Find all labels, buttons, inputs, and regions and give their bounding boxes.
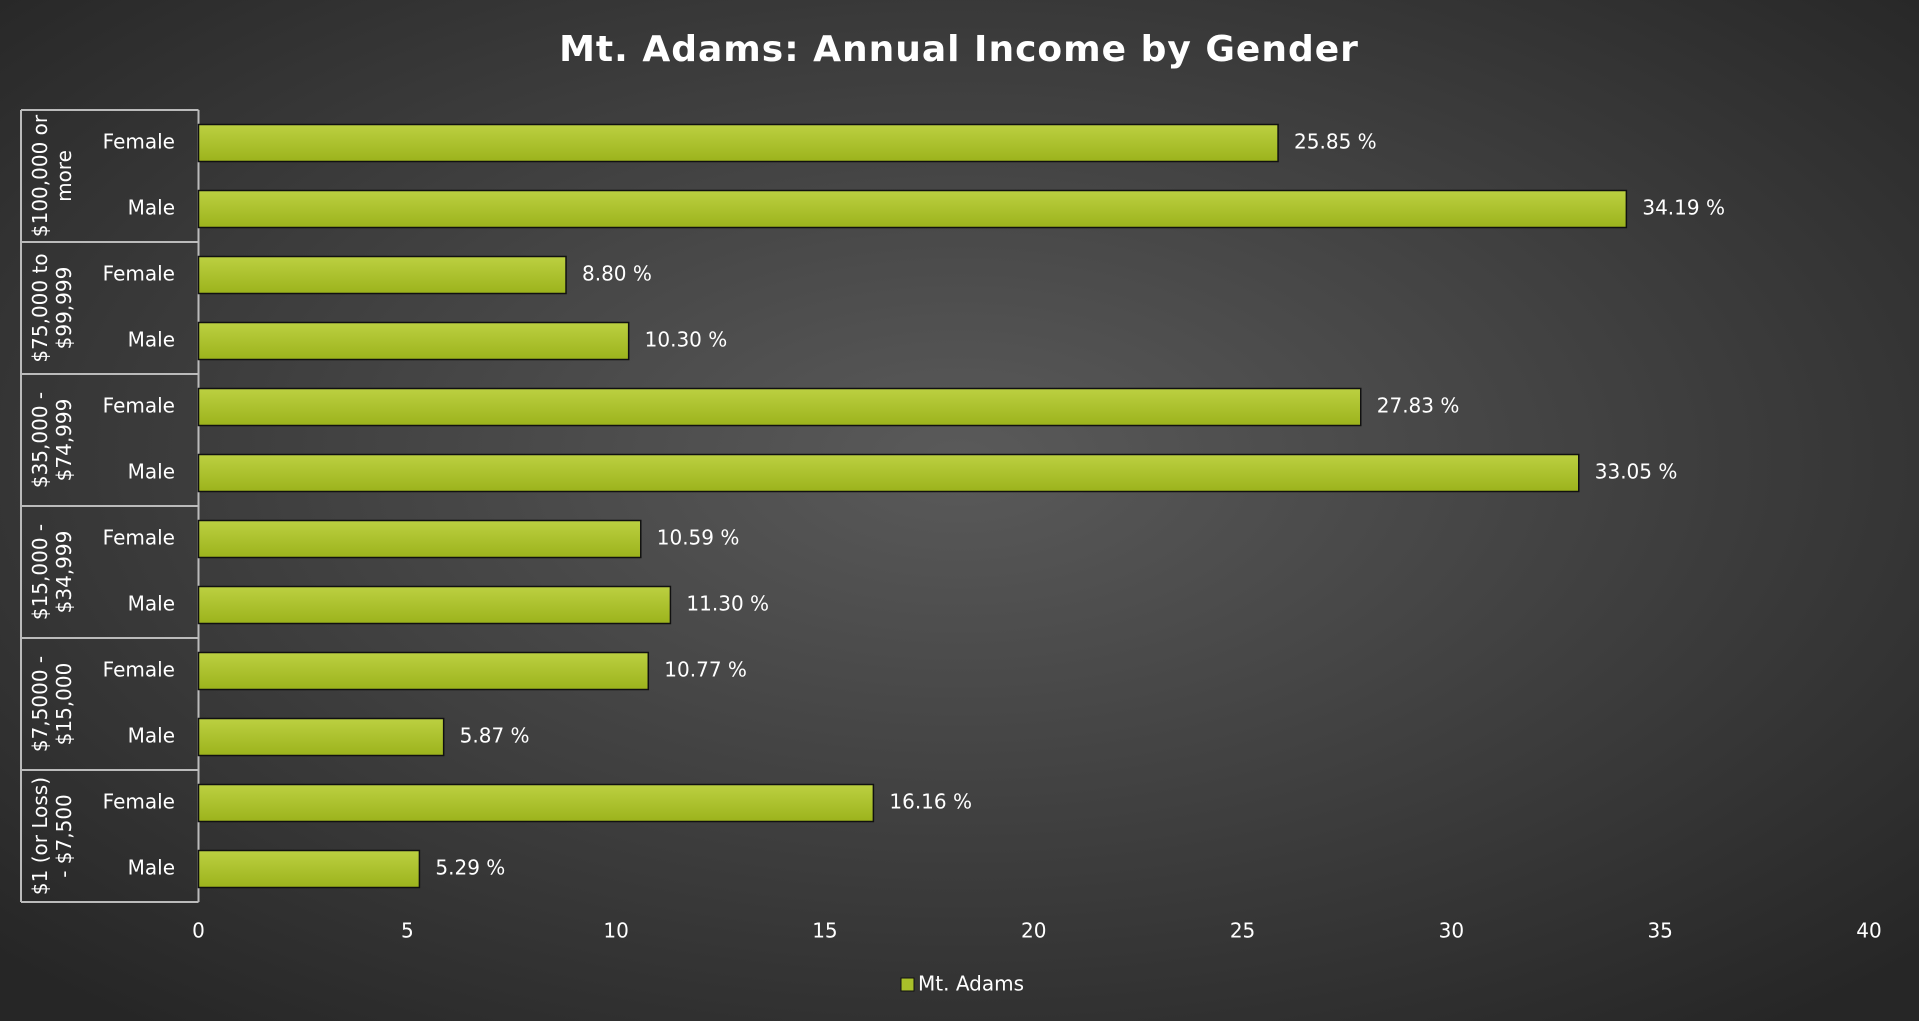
- value-label: 25.85 %: [1294, 130, 1377, 154]
- x-tick-label: 20: [1021, 919, 1046, 943]
- bar: [197, 651, 650, 691]
- bar: [197, 387, 1362, 427]
- value-label: 10.59 %: [657, 526, 740, 550]
- group-label: $15,000 - $34,999: [28, 523, 76, 621]
- y-tick-label: Female: [103, 658, 175, 682]
- y-tick-label: Male: [128, 856, 175, 880]
- group-label: $100,000 or more: [28, 114, 76, 238]
- y-tick-label: Female: [103, 130, 175, 154]
- value-label: 5.29 %: [435, 856, 505, 880]
- x-tick-label: 10: [603, 919, 628, 943]
- y-tick-label: Male: [128, 724, 175, 748]
- value-label: 33.05 %: [1595, 460, 1678, 484]
- value-label: 10.77 %: [664, 658, 747, 682]
- bar: [197, 585, 672, 625]
- value-label: 10.30 %: [645, 328, 728, 352]
- y-tick-label: Male: [128, 196, 175, 220]
- y-tick-label: Male: [128, 460, 175, 484]
- bar: [197, 717, 445, 757]
- x-tick-label: 25: [1230, 919, 1255, 943]
- x-tick-label: 5: [401, 919, 414, 943]
- group-label: $35,000 - $74,999: [28, 391, 76, 489]
- group-label: $1 (or Loss) - $7,500: [28, 776, 76, 896]
- y-tick-label: Female: [103, 790, 175, 814]
- legend-swatch: [900, 977, 915, 992]
- bar: [197, 321, 630, 361]
- x-tick-label: 0: [192, 919, 205, 943]
- y-tick-label: Male: [128, 592, 175, 616]
- x-tick-label: 35: [1647, 919, 1672, 943]
- y-tick-label: Female: [103, 262, 175, 286]
- group-label: $75,000 to $99,999: [28, 253, 76, 363]
- value-label: 5.87 %: [460, 724, 530, 748]
- value-label: 16.16 %: [889, 790, 972, 814]
- bar: [197, 519, 642, 559]
- value-label: 8.80 %: [582, 262, 652, 286]
- y-tick-label: Female: [103, 526, 175, 550]
- bar: [197, 255, 567, 295]
- x-tick-label: 30: [1439, 919, 1464, 943]
- y-tick-label: Female: [103, 394, 175, 418]
- value-label: 11.30 %: [686, 592, 769, 616]
- bar: [197, 453, 1580, 493]
- group-label: $7,5000 - $15,000: [28, 655, 76, 753]
- value-label: 27.83 %: [1377, 394, 1460, 418]
- bar: [197, 123, 1279, 163]
- value-label: 34.19 %: [1642, 196, 1725, 220]
- chart-title: Mt. Adams: Annual Income by Gender: [559, 29, 1359, 70]
- bar: [197, 189, 1628, 229]
- x-tick-label: 40: [1856, 919, 1881, 943]
- bar: [197, 783, 875, 823]
- x-tick-label: 15: [812, 919, 837, 943]
- legend-label: Mt. Adams: [918, 972, 1024, 996]
- bar: [197, 849, 421, 889]
- y-tick-label: Male: [128, 328, 175, 352]
